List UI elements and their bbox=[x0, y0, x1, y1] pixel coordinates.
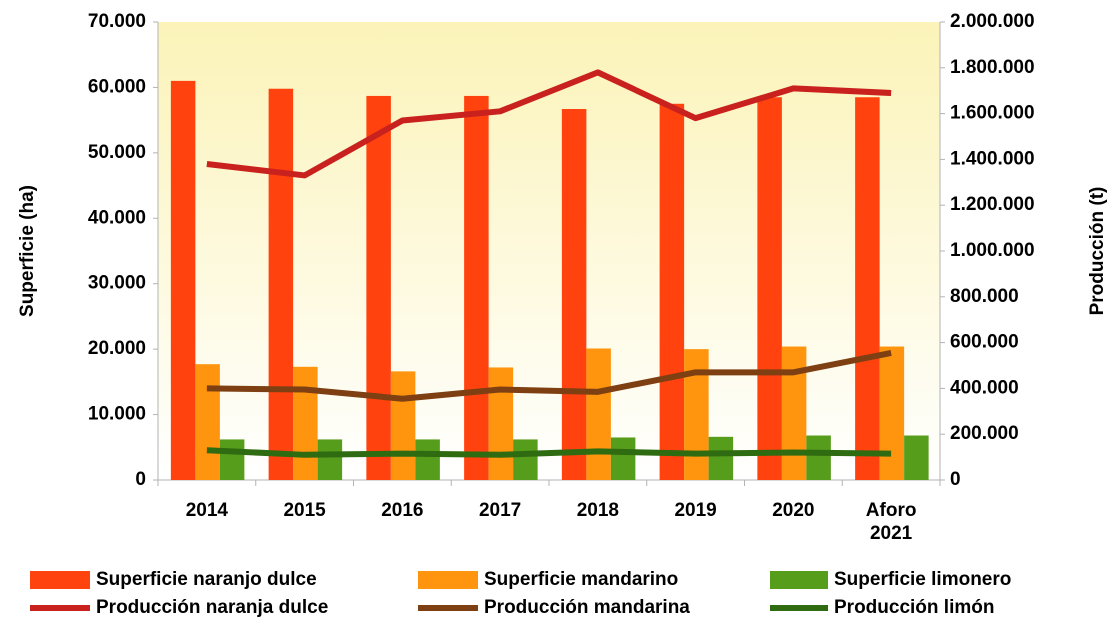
bar bbox=[219, 439, 245, 480]
line-series bbox=[206, 69, 892, 179]
bar bbox=[464, 95, 489, 480]
bar bbox=[415, 439, 440, 480]
bar bbox=[293, 366, 318, 480]
legend-swatch bbox=[418, 571, 478, 589]
y2-tick-label: 2.000.000 bbox=[950, 11, 1035, 32]
bar bbox=[317, 439, 343, 480]
x-tick-label: 2020 bbox=[772, 500, 815, 521]
y-tick-label: 70.000 bbox=[88, 11, 146, 32]
x-tick-label: Aforo 2021 bbox=[865, 500, 917, 544]
bar bbox=[390, 371, 416, 480]
bar bbox=[170, 80, 196, 480]
y2-tick-label: 1.400.000 bbox=[950, 148, 1035, 169]
x-tick-label: 2018 bbox=[576, 500, 620, 521]
y-tick-label: 40.000 bbox=[88, 207, 146, 228]
x-tick-label: 2017 bbox=[478, 500, 522, 521]
y2-tick-label: 600.000 bbox=[950, 332, 1019, 353]
x-tick-label: 2015 bbox=[283, 500, 326, 521]
y-tick-label: 10.000 bbox=[88, 404, 146, 425]
legend-label: Superficie mandarino bbox=[484, 569, 678, 590]
bar bbox=[757, 97, 782, 480]
legend-label: Superficie limonero bbox=[834, 569, 1011, 590]
y-axis-label: Superficie (ha) bbox=[17, 185, 38, 317]
y2-tick-label: 1.200.000 bbox=[950, 194, 1035, 215]
legend-label: Producción limón bbox=[834, 597, 994, 618]
y-tick-label: 0 bbox=[135, 469, 146, 490]
bar bbox=[513, 439, 538, 480]
x-tick-label: 2019 bbox=[674, 500, 717, 521]
legend-swatch bbox=[770, 571, 828, 589]
bar bbox=[268, 88, 294, 480]
y2-axis-label: Producción (t) bbox=[1087, 187, 1108, 316]
bar bbox=[806, 435, 831, 480]
bar bbox=[561, 109, 587, 481]
x-tick-label: 2014 bbox=[185, 500, 229, 521]
y2-tick-label: 1.000.000 bbox=[950, 240, 1035, 261]
legend-label: Producción naranja dulce bbox=[96, 597, 328, 618]
bar bbox=[488, 367, 514, 480]
y2-tick-label: 400.000 bbox=[950, 377, 1019, 398]
bar bbox=[684, 349, 709, 480]
bar bbox=[610, 437, 636, 480]
y2-tick-label: 0 bbox=[950, 469, 961, 490]
y-tick-label: 20.000 bbox=[88, 338, 146, 359]
y2-tick-label: 1.600.000 bbox=[950, 103, 1035, 124]
legend-swatch bbox=[30, 571, 90, 589]
y2-tick-label: 1.800.000 bbox=[950, 57, 1035, 78]
y-tick-label: 60.000 bbox=[88, 76, 146, 97]
y-tick-label: 50.000 bbox=[88, 142, 146, 163]
bar bbox=[855, 97, 880, 480]
bar bbox=[366, 95, 391, 480]
line-series bbox=[206, 349, 892, 402]
line-series bbox=[206, 447, 892, 458]
bar bbox=[195, 364, 220, 480]
legend-label: Producción mandarina bbox=[484, 597, 690, 618]
bar bbox=[879, 346, 905, 480]
legend-label: Superficie naranjo dulce bbox=[96, 569, 317, 590]
y2-tick-label: 200.000 bbox=[950, 423, 1019, 444]
y2-tick-label: 800.000 bbox=[950, 286, 1019, 307]
bar bbox=[659, 103, 685, 481]
bar bbox=[904, 435, 929, 480]
bar bbox=[781, 346, 807, 480]
y-tick-label: 30.000 bbox=[88, 273, 146, 294]
bar bbox=[586, 348, 611, 480]
bar bbox=[708, 436, 734, 480]
x-tick-label: 2016 bbox=[381, 500, 424, 521]
